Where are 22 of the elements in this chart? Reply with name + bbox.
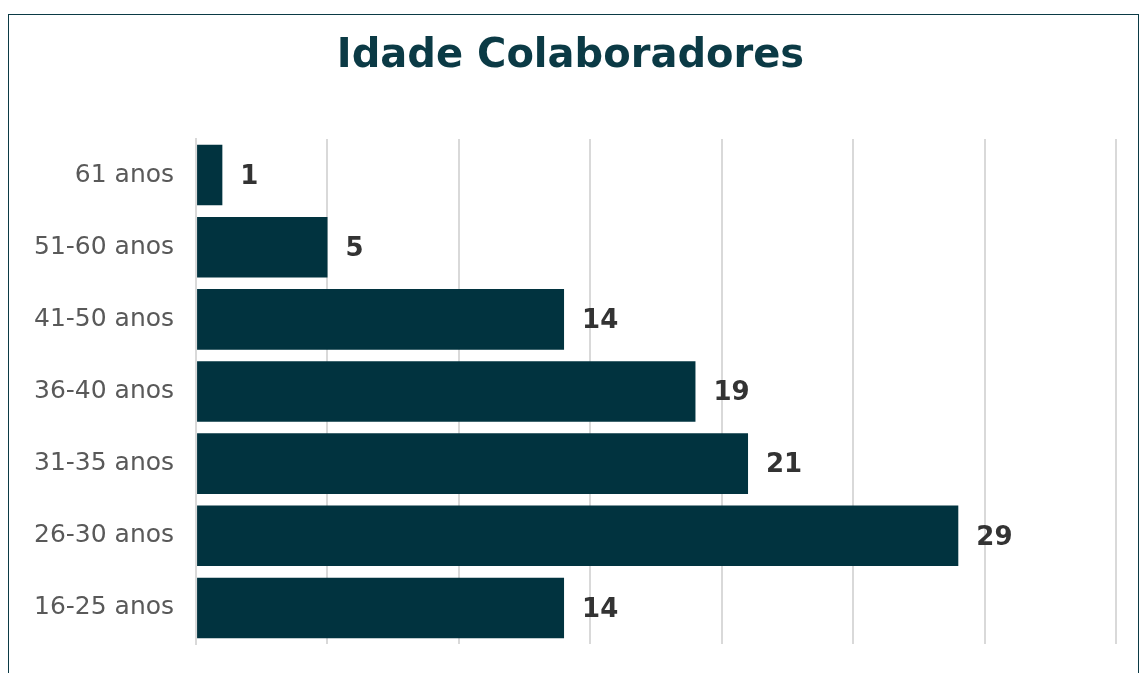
chart-title: Idade Colaboradores <box>335 30 806 76</box>
bar <box>197 289 565 350</box>
bar <box>197 216 328 278</box>
y-tick-label: 36-40 anos <box>34 375 175 404</box>
y-tick-label: 31-35 anos <box>34 447 175 477</box>
y-tick-label: 16-25 anos <box>34 591 175 621</box>
bar <box>197 361 696 422</box>
data-label: 19 <box>713 376 750 407</box>
data-label: 5 <box>345 231 364 262</box>
data-label: 21 <box>766 448 803 479</box>
bar <box>197 433 749 494</box>
bar <box>197 505 959 567</box>
data-label: 14 <box>582 304 619 335</box>
y-tick-label: 41-50 anos <box>34 302 175 332</box>
data-label: 29 <box>976 520 1013 551</box>
data-label: 1 <box>240 159 259 190</box>
y-tick-label: 51-60 anos <box>34 230 175 260</box>
bar <box>197 144 223 206</box>
bar <box>197 577 565 639</box>
y-tick-label: 26-30 anos <box>34 519 175 549</box>
data-label: 14 <box>582 592 619 623</box>
y-tick-label: 61 anos <box>74 158 175 188</box>
